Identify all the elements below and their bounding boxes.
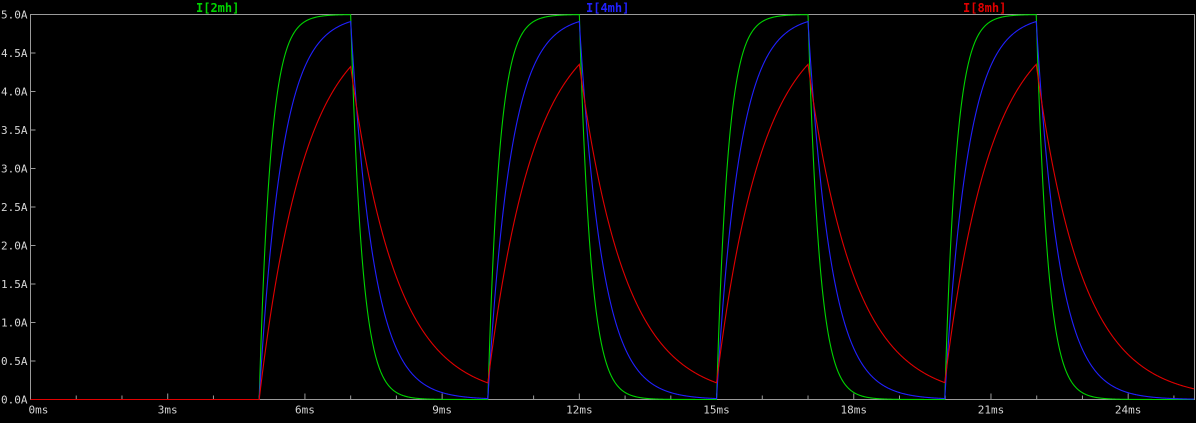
y-axis-tick-label: 2.5A (1, 201, 28, 214)
y-axis-tick-label: 3.0A (1, 163, 28, 176)
plot-border (30, 14, 1195, 400)
x-axis-tick-label: 21ms (978, 404, 1005, 417)
y-axis-tick-label: 4.0A (1, 86, 28, 99)
trace-label-2mh[interactable]: I[2mh] (196, 1, 240, 15)
y-axis-tick-label: 1.0A (1, 317, 28, 330)
x-axis-tick-label: 24ms (1115, 404, 1142, 417)
x-axis-tick-label: 3ms (158, 404, 178, 417)
x-axis-tick-label: 0ms (29, 404, 49, 417)
x-axis-tick-label: 6ms (295, 404, 315, 417)
x-axis-tick-label: 15ms (703, 404, 730, 417)
y-axis-tick-label: 4.5A (1, 47, 28, 60)
trace-4mh-current (30, 20, 1195, 401)
y-axis-tick-label: 0.5A (1, 355, 28, 368)
y-axis-tick-label: 0.0A (1, 394, 28, 407)
trace-label-8mh[interactable]: I[8mh] (963, 1, 1007, 15)
y-axis-tick-label: 3.5A (1, 124, 28, 137)
y-axis-tick-label: 2.0A (1, 240, 28, 253)
x-axis-tick-label: 12ms (566, 404, 593, 417)
x-axis-tick-label: 18ms (841, 404, 868, 417)
x-axis-tick-label: 9ms (432, 404, 452, 417)
y-axis-tick-label: 5.0A (1, 9, 28, 22)
trace-8mh-current (30, 63, 1195, 401)
trace-2mh-current (30, 14, 1195, 401)
trace-label-4mh[interactable]: I[4mh] (586, 1, 630, 15)
y-axis-tick-label: 1.5A (1, 278, 28, 291)
